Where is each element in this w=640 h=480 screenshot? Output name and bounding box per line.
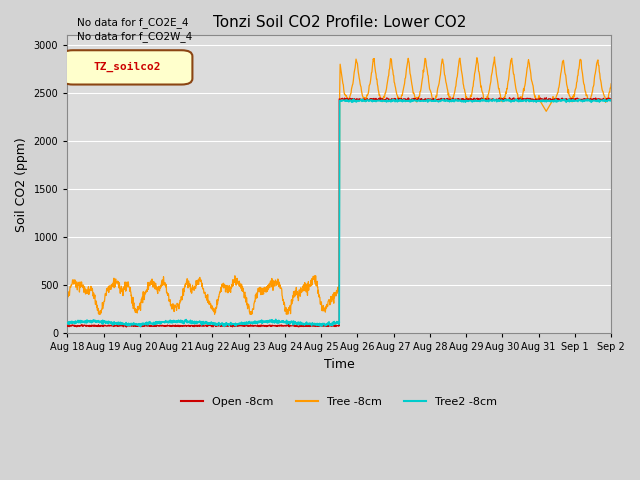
Text: TZ_soilco2: TZ_soilco2	[93, 62, 161, 72]
Y-axis label: Soil CO2 (ppm): Soil CO2 (ppm)	[15, 137, 28, 232]
X-axis label: Time: Time	[324, 358, 355, 371]
Legend: Open -8cm, Tree -8cm, Tree2 -8cm: Open -8cm, Tree -8cm, Tree2 -8cm	[177, 393, 502, 411]
FancyBboxPatch shape	[62, 50, 193, 84]
Text: No data for f_CO2E_4: No data for f_CO2E_4	[77, 17, 188, 28]
Text: No data for f_CO2W_4: No data for f_CO2W_4	[77, 31, 192, 42]
Title: Tonzi Soil CO2 Profile: Lower CO2: Tonzi Soil CO2 Profile: Lower CO2	[212, 15, 466, 30]
